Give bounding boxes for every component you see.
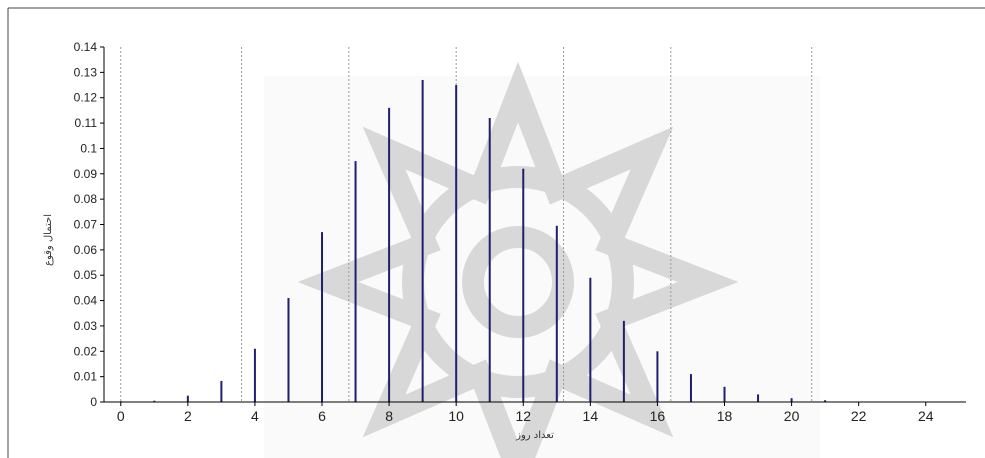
y-tick-label: 0.08 (74, 192, 98, 206)
bar-x-20 (790, 398, 793, 402)
y-tick-label: 0.04 (74, 294, 98, 308)
y-tick-label: 0.03 (74, 319, 98, 333)
bar-x-18 (723, 386, 726, 402)
y-tick-label: 0.14 (74, 40, 98, 54)
x-tick-label: 24 (918, 408, 934, 424)
y-tick-labels: 0 0.01 0.02 0.03 0.04 0.05 0.06 0.07 0.08 0.09 0.1… (74, 40, 104, 409)
bars-layer (119, 79, 827, 403)
y-tick-label: 0.06 (74, 243, 98, 257)
bar-x-15 (622, 320, 625, 402)
y-tick-label: 0.09 (74, 167, 98, 181)
bar-x-5 (287, 298, 290, 402)
bar-x-2 (186, 395, 189, 402)
bar-x-14 (589, 277, 592, 402)
x-tick-label: 20 (784, 408, 800, 424)
bar-x-7 (354, 161, 357, 402)
bar-x-16 (656, 351, 659, 402)
bar-x-4 (253, 348, 256, 402)
bar-x-12 (522, 168, 525, 402)
x-tick-label: 22 (851, 408, 867, 424)
bar-x-8 (388, 107, 391, 402)
bar-x-10 (455, 85, 458, 403)
y-tick-label: 0.05 (74, 268, 98, 282)
bar-x-19 (757, 394, 760, 402)
x-tick-label: 14 (583, 408, 599, 424)
bar-x-11 (488, 118, 491, 402)
y-tick-label: 0.02 (74, 344, 98, 358)
y-tick-label: 0.1 (80, 141, 97, 155)
bar-x-1 (153, 400, 156, 402)
x-tick-label: 2 (184, 408, 192, 424)
watermark-logo (264, 61, 820, 458)
x-tick-label: 4 (251, 408, 259, 424)
bar-x-13 (555, 225, 558, 402)
x-tick-label: 18 (717, 408, 733, 424)
x-axis-title: تعداد روز (515, 430, 554, 441)
x-tick-label: 6 (318, 408, 326, 424)
x-tick-label: 10 (448, 408, 464, 424)
bar-x-3 (220, 380, 223, 402)
bar-x-21 (824, 400, 827, 402)
x-tick-label: 16 (650, 408, 666, 424)
y-tick-label: 0 (90, 395, 97, 409)
y-tick-label: 0.12 (74, 91, 98, 105)
x-tick-label: 0 (117, 408, 125, 424)
x-tick-label: 12 (515, 408, 531, 424)
y-tick-label: 0.07 (74, 218, 98, 232)
x-tick-label: 8 (385, 408, 393, 424)
bar-x-9 (421, 79, 424, 402)
y-tick-label: 0.13 (74, 65, 98, 79)
bar-x-6 (321, 232, 324, 402)
y-tick-label: 0.11 (75, 116, 98, 130)
y-axis-title: احتمال وقوع (43, 214, 54, 266)
y-tick-label: 0.01 (74, 370, 98, 384)
bar-x-17 (689, 374, 692, 402)
x-tick-labels: 0 2 4 6 8 10 12 14 16 18 20 22 24 (117, 402, 934, 424)
